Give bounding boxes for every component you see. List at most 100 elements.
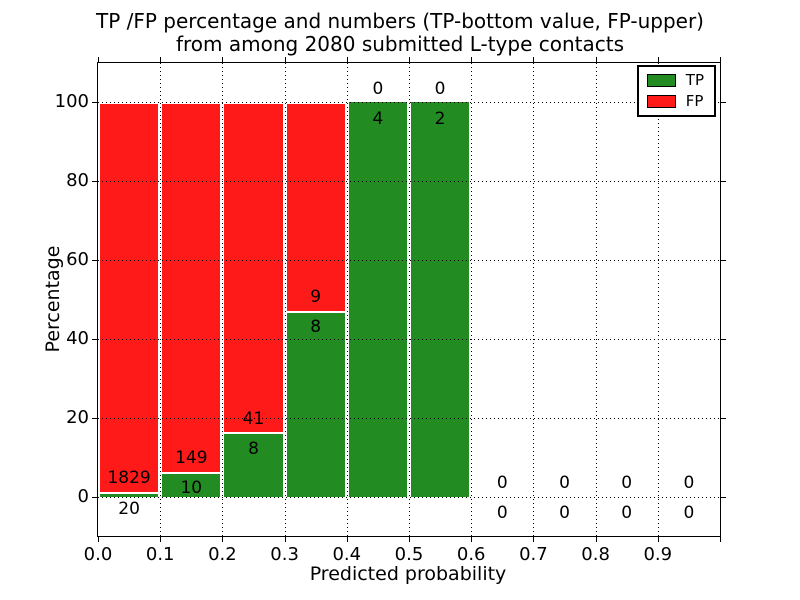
x-tick-mark <box>471 537 473 542</box>
tp-count-label: 8 <box>248 438 259 459</box>
v-gridline <box>160 63 162 536</box>
x-tick-mark <box>409 537 410 542</box>
y-tick-mark-right <box>721 260 726 262</box>
x-tick-mark-top <box>720 57 721 62</box>
y-tick-mark-right <box>721 417 726 419</box>
tp-count-label: 0 <box>683 503 695 524</box>
v-gridline <box>533 63 535 536</box>
chart-title: TP /FP percentage and numbers (TP-bottom… <box>0 10 800 56</box>
x-tick-label: 0.9 <box>643 544 673 565</box>
tp-count-label: 0 <box>621 503 633 524</box>
y-tick-mark-right <box>721 102 726 104</box>
fp-count-label: 0 <box>683 472 695 493</box>
fp-bar-segment <box>224 104 283 435</box>
x-tick-mark <box>222 537 224 542</box>
x-tick-mark-top <box>346 57 348 62</box>
x-tick-label: 0.7 <box>519 544 548 565</box>
y-tick-mark <box>92 102 97 104</box>
x-tick-mark <box>720 537 721 542</box>
plot-area: 1829 20 149 10 41 8 9 8 0 4 0 2 0 0 0 0 0 0 0 0 0.0 0.1 0.2 0.… <box>55 57 726 565</box>
tp-bar-segment <box>286 310 345 497</box>
v-gridline <box>471 63 473 536</box>
y-tick-mark-right <box>721 181 726 183</box>
fp-bar-segment <box>286 104 345 313</box>
v-gridline <box>346 63 348 536</box>
legend: TP FP <box>636 65 716 117</box>
v-gridline <box>409 63 410 536</box>
tp-count-label: 8 <box>310 317 322 338</box>
x-tick-mark <box>284 537 286 542</box>
value-labels-layer: 1829 20 149 10 41 8 9 8 0 4 0 2 0 0 0 0 0 0 0 0 <box>98 63 720 536</box>
tp-count-label: 20 <box>118 498 140 519</box>
fp-count-label: 0 <box>496 472 508 493</box>
x-tick-mark-top <box>284 57 286 62</box>
x-tick-mark <box>346 537 348 542</box>
fp-count-label: 41 <box>242 408 265 429</box>
y-tick-label: 40 <box>66 327 89 349</box>
v-gridline <box>284 63 286 536</box>
fp-count-label: 0 <box>372 78 384 99</box>
legend-item-tp: TP <box>646 71 704 89</box>
x-tick-mark-top <box>471 57 473 62</box>
tp-legend-label: TP <box>685 71 704 89</box>
x-tick-label: 0.5 <box>394 544 424 565</box>
x-tick-label: 0.1 <box>145 544 175 565</box>
x-tick-mark <box>160 537 162 542</box>
y-tick-label: 80 <box>66 170 89 192</box>
y-tick-mark-right <box>721 338 726 340</box>
tp-bar-segment <box>100 492 159 497</box>
x-tick-mark <box>533 537 535 542</box>
bar-stack <box>284 102 347 497</box>
x-tick-mark-top <box>657 57 659 62</box>
fp-count-label: 1829 <box>107 468 151 489</box>
x-tick-mark <box>595 537 597 542</box>
tp-count-label: 0 <box>496 503 508 524</box>
x-tick-label: 0.0 <box>83 544 113 565</box>
fp-count-label: 149 <box>175 447 208 468</box>
ticks-layer: 0.0 0.1 0.2 0.3 0.4 0.5 0.6 0.7 0.8 0.9 0 20 40 60 80 1… <box>55 57 726 565</box>
y-tick-mark <box>92 417 97 419</box>
bar-stack <box>409 102 472 497</box>
y-tick-label: 0 <box>77 485 89 507</box>
tp-bar-segment <box>224 432 283 497</box>
x-tick-mark-top <box>160 57 162 62</box>
bar-stack <box>98 102 161 497</box>
fp-count-label: 0 <box>559 472 570 493</box>
x-axis-label: Predicted probability <box>309 563 507 585</box>
tp-bar-segment <box>348 102 407 497</box>
fp-legend-label: FP <box>685 92 704 110</box>
grid-layer <box>98 63 720 536</box>
bar-stack <box>160 102 223 497</box>
tp-bar-segment <box>411 102 470 497</box>
fp-bar-segment <box>162 104 221 474</box>
y-axis-label: Percentage <box>42 245 64 353</box>
fp-count-label: 0 <box>621 472 633 493</box>
y-tick-mark-right <box>721 496 726 498</box>
bar-stack <box>222 102 285 497</box>
x-tick-mark-top <box>98 57 99 62</box>
y-tick-label: 100 <box>54 91 89 113</box>
x-tick-label: 0.6 <box>456 544 486 565</box>
v-gridline <box>657 63 659 536</box>
y-tick-mark <box>92 338 97 340</box>
tp-count-label: 0 <box>559 503 570 524</box>
fp-bar-segment <box>100 104 159 495</box>
x-tick-mark-top <box>222 57 224 62</box>
tp-count-label: 10 <box>180 478 203 499</box>
x-tick-label: 0.2 <box>208 544 237 565</box>
v-gridline <box>222 63 224 536</box>
tp-count-label: 4 <box>372 108 384 129</box>
bars-layer <box>98 63 720 536</box>
x-tick-mark-top <box>409 57 410 62</box>
chart-title-line1: TP /FP percentage and numbers (TP-bottom… <box>96 9 704 33</box>
tp-bar-segment <box>162 471 221 497</box>
y-tick-mark <box>92 260 97 262</box>
fp-legend-swatch <box>646 95 676 108</box>
fp-count-label: 9 <box>310 287 322 308</box>
y-tick-label: 20 <box>66 406 89 428</box>
chart-title-line2: from among 2080 submitted L-type contact… <box>175 32 625 56</box>
tp-legend-swatch <box>646 74 676 87</box>
x-tick-mark <box>98 537 99 542</box>
v-gridline <box>595 63 597 536</box>
